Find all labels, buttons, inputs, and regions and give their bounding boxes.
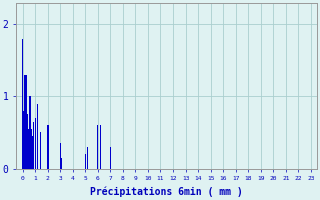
Bar [26,75,27,169]
Bar [29,96,31,169]
Bar [110,147,111,169]
Bar [35,118,36,169]
Bar [31,129,32,169]
Bar [100,125,101,169]
Bar [39,132,41,169]
Bar [32,136,33,169]
Bar [47,125,48,169]
Bar [28,129,29,169]
Bar [60,143,61,169]
Bar [27,114,28,169]
Bar [87,147,88,169]
Bar [85,154,86,169]
Bar [24,75,26,169]
X-axis label: Précipitations 6min ( mm ): Précipitations 6min ( mm ) [90,187,243,197]
Bar [97,125,98,169]
Bar [33,122,35,169]
Bar [22,39,23,169]
Bar [37,104,38,169]
Bar [23,111,24,169]
Bar [48,125,50,169]
Bar [61,158,62,169]
